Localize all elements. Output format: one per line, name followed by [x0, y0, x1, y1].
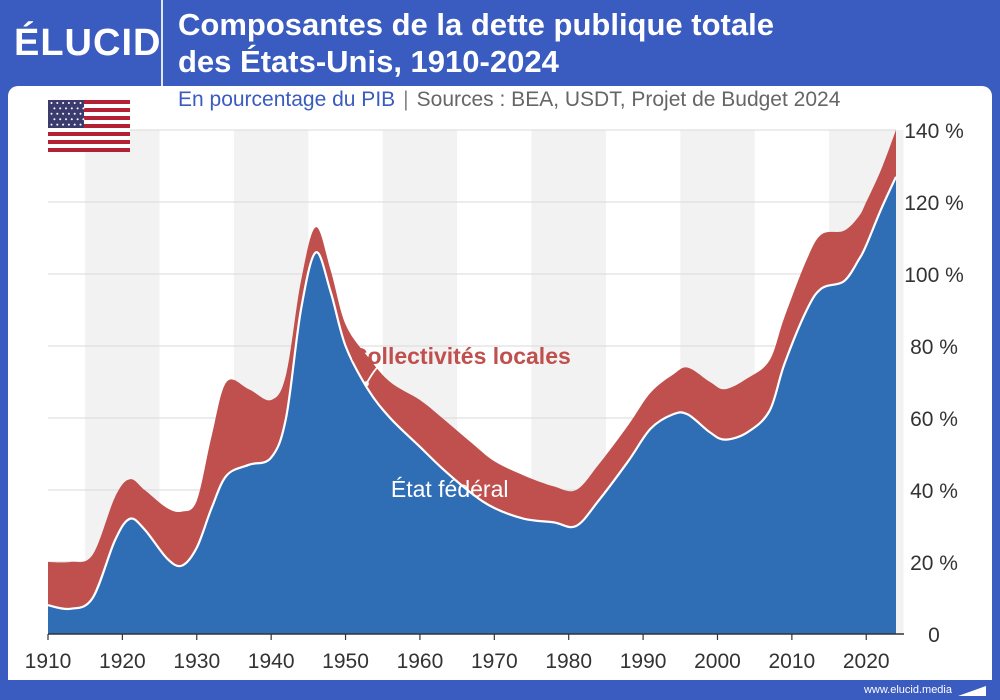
- annotation-collectivites-locales: Collectivités locales: [351, 343, 571, 369]
- annotations: Collectivités locales État fédéral: [351, 343, 571, 502]
- x-tick-label: 1970: [471, 650, 518, 673]
- brand-mark-icon: [958, 686, 986, 696]
- y-tick-label: 60 %: [910, 408, 958, 431]
- y-tick-label: 80 %: [910, 336, 958, 359]
- header-bar: ÉLUCID Composantes de la dette publique …: [0, 0, 1000, 86]
- title-line-1: Composantes de la dette publique totale: [178, 7, 774, 42]
- x-tick-label: 2020: [843, 650, 890, 673]
- series-areas: [47, 130, 897, 635]
- logo-divider: [161, 0, 163, 86]
- x-tick-label: 1980: [545, 650, 592, 673]
- x-tick-label: 1910: [25, 650, 72, 673]
- subtitle-separator: |: [403, 88, 409, 111]
- title-line-2: des États-Unis, 1910-2024: [178, 44, 559, 79]
- x-axis: 1910 1920 1930 1940 1950 1960 1970 1980 1990 2000…: [25, 633, 904, 673]
- x-tick-label: 1990: [620, 650, 667, 673]
- y-tick-label: 0: [928, 624, 940, 647]
- subtitle: En pourcentage du PIB | Sources : BEA, USD…: [178, 88, 840, 112]
- annotation-pointer-dot: [363, 381, 369, 387]
- y-tick-label: 120 %: [904, 192, 964, 215]
- x-tick-label: 2000: [694, 650, 741, 673]
- annotation-etat-federal: État fédéral: [391, 476, 509, 502]
- x-tick-label: 1940: [248, 650, 295, 673]
- us-flag-icon: [48, 100, 130, 152]
- x-tick-label: 1960: [397, 650, 444, 673]
- x-tick-label: 2010: [769, 650, 816, 673]
- footer-url[interactable]: www.elucid.media: [863, 684, 952, 696]
- x-tick-label: 1950: [322, 650, 369, 673]
- chart-title: Composantes de la dette publique totale …: [178, 6, 978, 80]
- y-tick-label: 40 %: [910, 480, 958, 503]
- federal-boundary-line: [47, 176, 897, 611]
- area-etat-federal: [48, 176, 896, 635]
- annotation-pointer: [365, 363, 382, 385]
- brand-logo[interactable]: ÉLUCID: [14, 22, 162, 64]
- y-axis: 0 20 % 40 % 60 % 80 % 100 % 120 % 140 %: [904, 120, 964, 647]
- y-tick-label: 100 %: [904, 264, 964, 287]
- x-tick-label: 1930: [173, 650, 220, 673]
- y-tick-label: 20 %: [910, 552, 958, 575]
- subtitle-sources: Sources : BEA, USDT, Projet de Budget 20…: [416, 88, 841, 111]
- subtitle-unit: En pourcentage du PIB: [178, 88, 396, 111]
- x-tick-label: 1920: [99, 650, 146, 673]
- y-tick-label: 140 %: [904, 120, 964, 143]
